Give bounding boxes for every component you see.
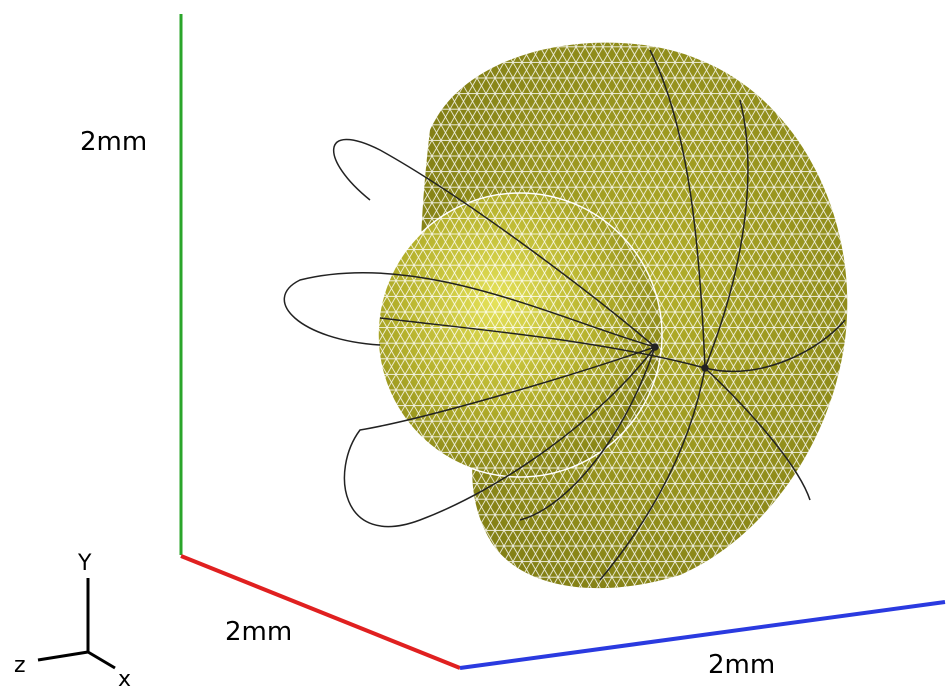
triad-label: z: [14, 653, 26, 678]
triad-label: x: [118, 667, 131, 692]
scale-label: 2mm: [225, 617, 292, 647]
horizontal-scale-bar: [460, 602, 945, 668]
viewport: 2mm 2mm 2mm Y z x: [0, 0, 948, 698]
triad-label: Y: [77, 551, 92, 576]
axis-triad: [38, 578, 115, 668]
scale-label: 2mm: [708, 650, 775, 680]
scale-label: 2mm: [80, 127, 147, 157]
depth-scale-bar: [181, 556, 460, 668]
